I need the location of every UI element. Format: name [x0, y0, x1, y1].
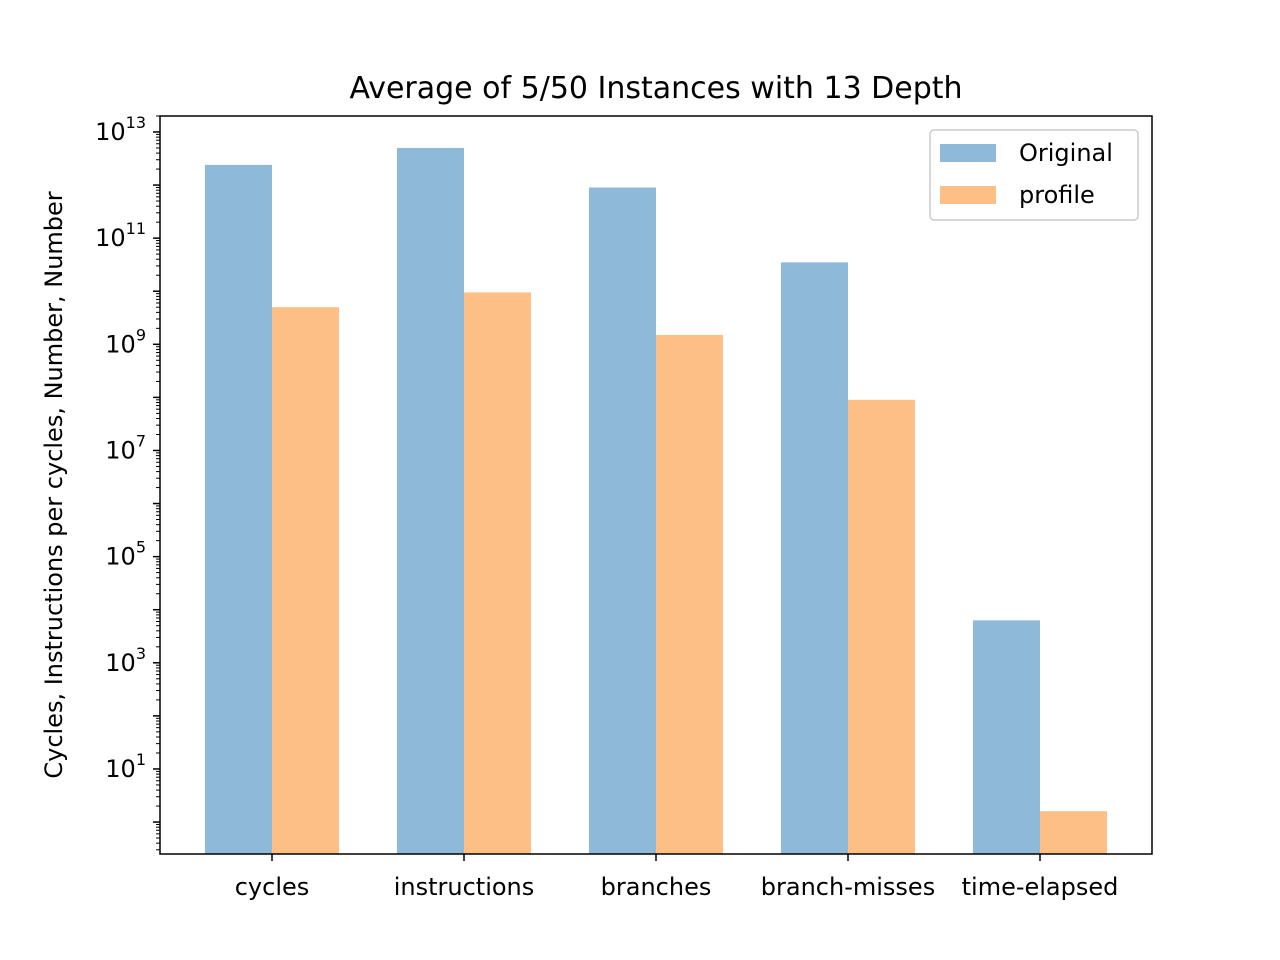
y-tick-label: 1013 [95, 113, 146, 146]
bar-original-branches [589, 187, 656, 854]
y-tick-base: 10 [105, 755, 136, 783]
legend-label-original: Original [1019, 139, 1113, 167]
y-tick-base: 10 [95, 118, 126, 146]
y-axis-label: Cycles, Instructions per cycles, Number,… [40, 191, 68, 778]
y-tick-label: 103 [105, 644, 146, 677]
y-tick-label: 101 [105, 750, 146, 783]
bar-profile-time-elapsed [1040, 811, 1107, 854]
legend: Original profile [929, 129, 1139, 221]
y-tick-exponent: 1 [136, 750, 146, 769]
bar-profile-branches [656, 334, 723, 854]
x-tick-label-instructions: instructions [394, 873, 535, 901]
y-tick-exponent: 7 [136, 431, 146, 450]
x-tick-label-cycles: cycles [235, 873, 310, 901]
x-tick-label-branches: branches [601, 873, 712, 901]
y-tick-base: 10 [95, 224, 126, 252]
y-tick-base: 10 [105, 543, 136, 571]
chart-title: Average of 5/50 Instances with 13 Depth [349, 71, 962, 106]
y-tick-exponent: 11 [126, 219, 146, 238]
y-tick-label: 109 [105, 325, 146, 358]
x-tick-label-time-elapsed: time-elapsed [962, 873, 1119, 901]
legend-swatch-profile [940, 186, 996, 204]
y-tick-base: 10 [105, 649, 136, 677]
y-tick-base: 10 [105, 330, 136, 358]
bar-original-branch-misses [781, 262, 848, 854]
y-tick-label: 1011 [95, 219, 146, 252]
y-tick-exponent: 3 [136, 644, 146, 663]
bar-profile-instructions [464, 292, 531, 854]
y-tick-exponent: 13 [126, 113, 146, 132]
y-tick-exponent: 5 [136, 538, 146, 557]
y-tick-label: 105 [105, 538, 146, 571]
y-tick-label: 107 [105, 431, 146, 464]
bar-original-cycles [205, 164, 272, 854]
bar-original-instructions [397, 147, 464, 855]
bars-group [205, 147, 1107, 855]
legend-label-profile: profile [1019, 181, 1095, 209]
bar-original-time-elapsed [973, 620, 1040, 854]
y-tick-base: 10 [105, 436, 136, 464]
x-tick-label-branch-misses: branch-misses [761, 873, 935, 901]
x-axis: cycles instructions branches branch-misses t… [235, 854, 1119, 901]
bar-profile-branch-misses [848, 399, 915, 854]
y-tick-exponent: 9 [136, 325, 146, 344]
bar-profile-cycles [272, 307, 339, 854]
legend-swatch-original [940, 144, 996, 162]
